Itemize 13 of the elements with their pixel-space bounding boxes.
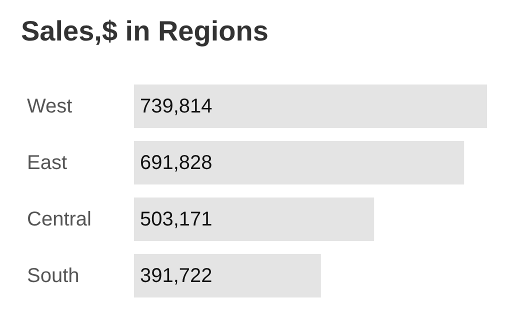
bar xyxy=(134,254,321,298)
bar xyxy=(134,198,374,242)
y-tick-label: East xyxy=(27,152,68,174)
bar xyxy=(134,141,464,185)
bar xyxy=(134,84,487,128)
y-tick-label: West xyxy=(27,95,73,118)
y-tick-label: South xyxy=(27,264,80,287)
chart-title: Sales,$ in Regions xyxy=(21,16,268,46)
y-tick-label: Central xyxy=(27,208,92,230)
data-label: 391,722 xyxy=(140,264,212,287)
data-label: 739,814 xyxy=(140,95,212,118)
data-label: 691,828 xyxy=(140,152,212,174)
data-label: 503,171 xyxy=(140,208,212,230)
